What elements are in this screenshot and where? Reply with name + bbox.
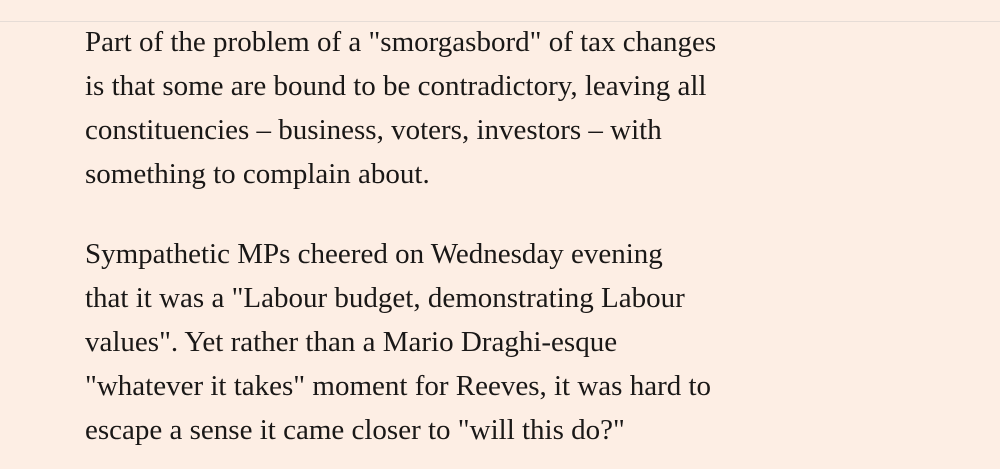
paragraph-line: Sympathetic MPs cheered on Wednesday eve… — [85, 238, 663, 270]
paragraph-line: constituencies – business, voters, inves… — [85, 114, 662, 146]
paragraph-line: escape a sense it came closer to "will t… — [85, 414, 625, 446]
paragraph-line: "whatever it takes" moment for Reeves, i… — [85, 370, 712, 402]
paragraph-line: that it was a "Labour budget, demonstrat… — [85, 282, 685, 314]
paragraph-line: something to complain about. — [85, 158, 430, 190]
paragraph-line: values". Yet rather than a Mario Draghi-… — [85, 326, 618, 358]
paragraph-line: is that some are bound to be contradicto… — [85, 70, 707, 102]
article-body: Part of the problem of a "smorgasbord" o… — [85, 20, 845, 469]
article-paragraph: Sympathetic MPs cheered on Wednesday eve… — [85, 232, 845, 452]
header-divider — [0, 21, 1000, 22]
paragraph-line: Part of the problem of a "smorgasbord" o… — [85, 26, 717, 58]
article-paragraph: Part of the problem of a "smorgasbord" o… — [85, 20, 845, 196]
